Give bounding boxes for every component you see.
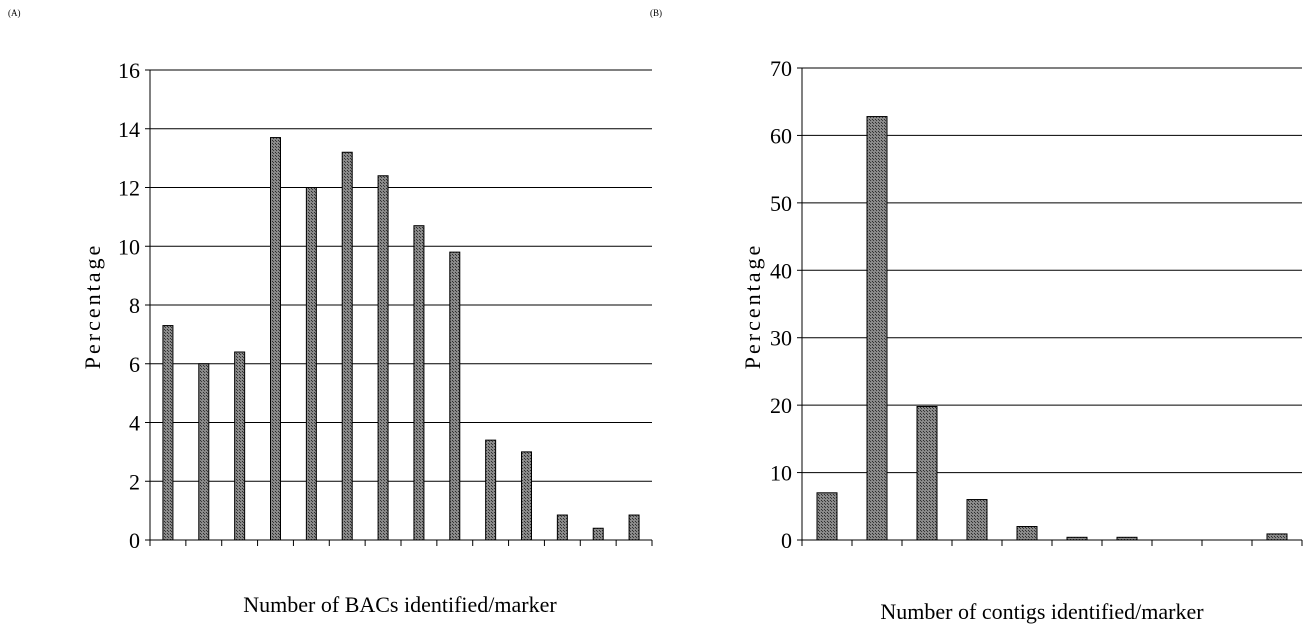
x-axis-label-a: Number of BACs identified/marker — [243, 592, 557, 617]
panel-label-a: (A) — [8, 8, 21, 18]
y-tick-label: 40 — [770, 258, 792, 283]
bar — [234, 351, 246, 541]
bar — [485, 439, 497, 541]
bar — [1016, 526, 1038, 541]
bars-b — [816, 116, 1288, 541]
bar — [592, 527, 604, 541]
bar — [556, 514, 568, 541]
y-ticks-a: 0 2 4 6 8 10 12 14 16 — [118, 58, 150, 553]
axes-b — [801, 68, 1303, 546]
bar — [341, 151, 353, 541]
y-tick-label: 10 — [770, 461, 792, 486]
bar — [305, 187, 317, 541]
bar — [377, 175, 389, 541]
y-tick-label: 16 — [118, 58, 140, 83]
bar — [916, 405, 938, 541]
y-tick-label: 20 — [770, 393, 792, 418]
y-tick-label: 14 — [118, 117, 140, 142]
y-axis-label-b: Percentage — [740, 243, 765, 370]
panel-label-b: (B) — [650, 8, 662, 18]
bar — [413, 225, 425, 541]
chart-a: (A) 0 2 4 6 8 10 12 14 16 Percentage Number of B… — [8, 8, 653, 617]
bar — [816, 492, 838, 541]
y-tick-label: 60 — [770, 123, 792, 148]
y-tick-label: 30 — [770, 326, 792, 351]
bar — [162, 325, 174, 541]
y-tick-label: 0 — [129, 528, 140, 553]
y-tick-label: 4 — [129, 411, 140, 436]
bar — [866, 116, 888, 541]
bar — [270, 137, 281, 541]
bar — [521, 451, 532, 541]
y-tick-label: 6 — [129, 352, 140, 377]
y-ticks-b: 0 10 20 30 40 50 60 70 — [770, 56, 802, 553]
chart-b: (B) 0 10 20 30 40 50 60 70 Percentage Number of… — [650, 8, 1303, 624]
gridlines-a — [150, 69, 652, 482]
bar — [449, 251, 461, 541]
x-axis-label-b: Number of contigs identified/marker — [880, 599, 1204, 624]
y-tick-label: 12 — [118, 176, 140, 201]
bar — [198, 363, 210, 541]
y-tick-label: 2 — [129, 469, 140, 494]
axes-a — [149, 70, 653, 546]
y-tick-label: 0 — [781, 528, 792, 553]
y-tick-label: 8 — [129, 293, 140, 318]
bar — [1266, 533, 1288, 541]
y-tick-label: 70 — [770, 56, 792, 81]
bar — [628, 514, 640, 541]
y-tick-label: 10 — [118, 234, 140, 259]
y-tick-label: 50 — [770, 191, 792, 216]
bars-a — [162, 137, 640, 541]
y-axis-label-a: Percentage — [80, 243, 105, 370]
bar — [966, 499, 988, 541]
